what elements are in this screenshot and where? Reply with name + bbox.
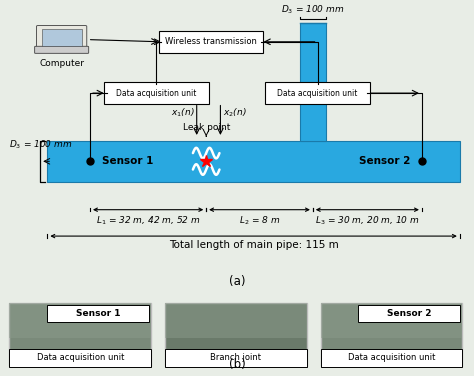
Text: Sensor 1: Sensor 1 (102, 156, 153, 166)
FancyBboxPatch shape (159, 31, 263, 53)
Text: $L_3$ = 30 m, 20 m, 10 m: $L_3$ = 30 m, 20 m, 10 m (315, 215, 419, 227)
Text: Data acquisition unit: Data acquisition unit (116, 89, 197, 98)
Text: (a): (a) (229, 275, 245, 288)
FancyBboxPatch shape (358, 305, 460, 322)
Bar (42, 29, 82, 46)
Text: Data acquisition unit: Data acquisition unit (348, 353, 435, 362)
Text: $x_1$(n): $x_1$(n) (171, 107, 194, 119)
Text: Computer: Computer (39, 59, 84, 68)
Text: Sensor 1: Sensor 1 (76, 309, 120, 318)
Text: Leak point: Leak point (182, 123, 230, 132)
Bar (165, 303, 307, 366)
Bar (320, 303, 462, 338)
FancyBboxPatch shape (47, 305, 149, 322)
Bar (320, 303, 462, 366)
FancyBboxPatch shape (320, 349, 462, 367)
FancyBboxPatch shape (104, 82, 209, 104)
FancyBboxPatch shape (165, 349, 307, 367)
Text: $D_3$ = 100 mm: $D_3$ = 100 mm (281, 4, 345, 16)
Text: $D_3$ = 100 mm: $D_3$ = 100 mm (9, 139, 73, 152)
Bar (9, 303, 151, 366)
Text: $L_2$ = 8 m: $L_2$ = 8 m (239, 215, 280, 227)
Text: Sensor 2: Sensor 2 (359, 156, 410, 166)
Text: Total length of main pipe: 115 m: Total length of main pipe: 115 m (169, 241, 338, 250)
Text: Wireless transmission: Wireless transmission (165, 37, 257, 46)
Text: Sensor 2: Sensor 2 (387, 309, 431, 318)
FancyBboxPatch shape (36, 26, 87, 49)
Text: $x_2$(n): $x_2$(n) (223, 107, 246, 119)
Text: Data acquisition unit: Data acquisition unit (277, 89, 358, 98)
FancyBboxPatch shape (35, 46, 89, 53)
Text: Branch joint: Branch joint (210, 353, 261, 362)
Text: Data acquisition unit: Data acquisition unit (36, 353, 124, 362)
Text: (b): (b) (228, 358, 246, 371)
FancyBboxPatch shape (265, 82, 370, 104)
Text: $L_1$ = 32 m, 42 m, 52 m: $L_1$ = 32 m, 42 m, 52 m (96, 215, 201, 227)
FancyBboxPatch shape (9, 349, 151, 367)
Bar (165, 303, 307, 338)
Bar (300, 23, 326, 141)
Bar (9, 303, 151, 338)
Bar (47, 141, 460, 182)
